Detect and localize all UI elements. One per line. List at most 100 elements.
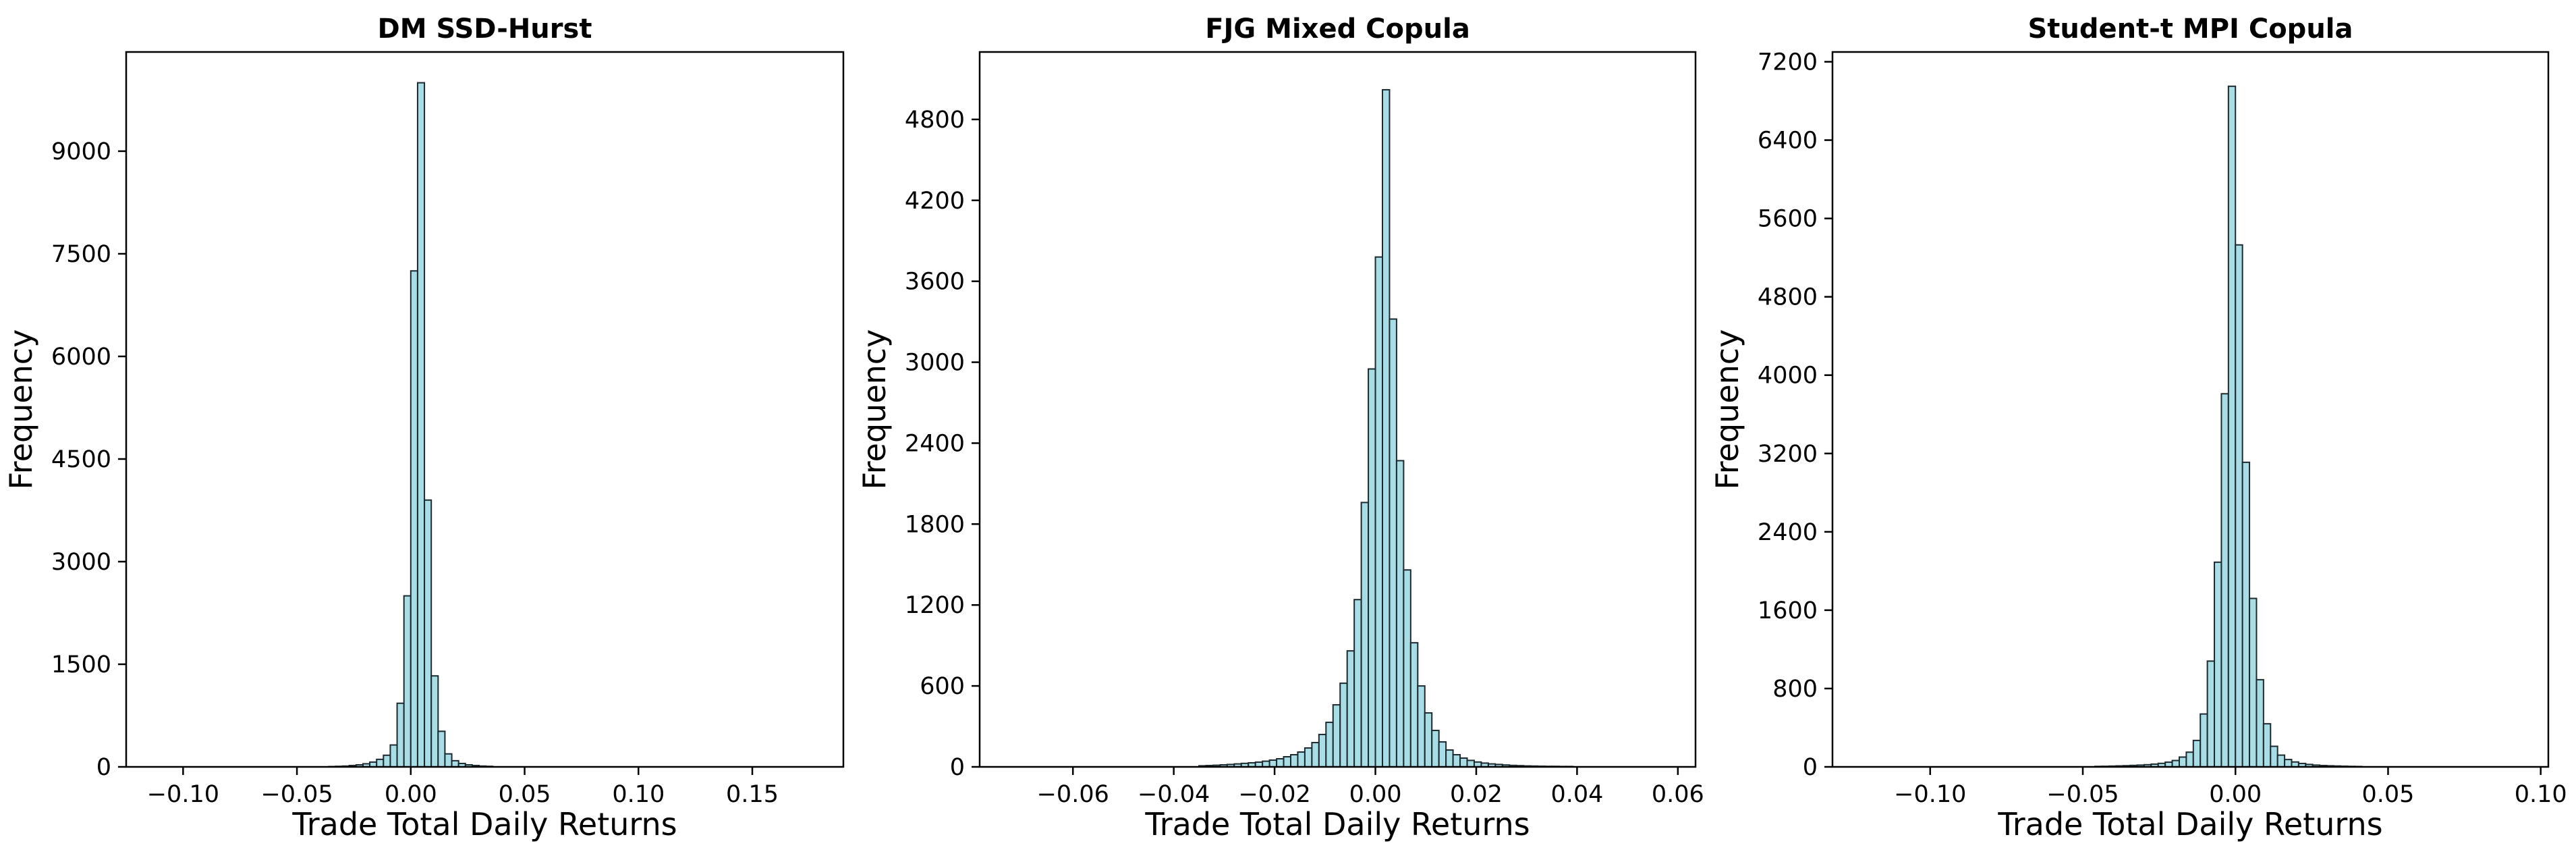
y-tick-label: 1200 [905, 592, 965, 619]
y-tick-label: 2400 [905, 430, 965, 457]
y-axis-label: Frequency [3, 329, 39, 490]
y-tick-label: 3000 [905, 350, 965, 377]
histogram-bar [1304, 747, 1313, 768]
y-tick-label: 600 [920, 673, 965, 700]
histogram-bar [1346, 650, 1355, 768]
histogram-bar [2256, 678, 2264, 768]
x-axis-label: Trade Total Daily Returns [291, 806, 677, 842]
histogram-bar [2178, 756, 2187, 768]
histogram-bar [1325, 722, 1334, 768]
histogram-bar [2284, 759, 2293, 768]
histogram-bar [1395, 460, 1405, 768]
histogram-bar [389, 744, 398, 768]
histogram-bar [2192, 739, 2202, 768]
histogram-bar [2235, 244, 2243, 768]
histogram-bar [1318, 734, 1327, 768]
histogram-bars [2094, 85, 2363, 768]
histogram-bar [1381, 88, 1391, 768]
x-tick-label: 0.10 [2515, 781, 2567, 808]
y-tick-label: 0 [950, 754, 965, 781]
histogram-bar [1353, 599, 1362, 768]
x-tick-label: 0.05 [2361, 781, 2414, 808]
histogram-bar [2241, 461, 2251, 768]
x-tick-label: 0.00 [385, 781, 437, 808]
chart-title: FJG Mixed Copula [1205, 14, 1470, 45]
x-tick-label: −0.02 [1238, 781, 1310, 808]
histogram-bar [376, 758, 385, 768]
histogram-bar [2220, 393, 2229, 768]
y-tick-label: 3000 [51, 549, 111, 576]
y-ticks: 0 800 1600 2400 3200 4000 4800 5600 6400 7200 [1758, 49, 1832, 781]
panel-student-t-mpi-copula: −0.10 −0.05 0.00 0.05 0.10 0 800 1600 2400 3200 4… [1709, 14, 2567, 842]
y-tick-label: 1500 [51, 651, 111, 678]
histogram-bar [1459, 757, 1468, 768]
y-ticks: 0 600 1200 1800 2400 3000 3600 4200 4800 [905, 107, 980, 781]
histogram-bar [2249, 597, 2258, 768]
y-tick-label: 0 [96, 754, 111, 781]
y-tick-label: 800 [1772, 676, 1818, 703]
y-tick-label: 1800 [905, 511, 965, 538]
x-tick-label: −0.10 [147, 781, 219, 808]
histogram-bar [383, 754, 391, 768]
histogram-bar [1297, 751, 1306, 768]
histogram-bar [2200, 713, 2208, 768]
y-tick-label: 1600 [1758, 597, 1818, 624]
histogram-bar [444, 753, 453, 768]
histogram-bar [1339, 682, 1348, 768]
histogram-bar [424, 499, 432, 768]
y-tick-label: 4500 [51, 446, 111, 473]
y-ticks: 0 1500 3000 4500 6000 7500 9000 [51, 138, 126, 781]
histogram-bar [1374, 256, 1383, 768]
histogram-bar [2185, 751, 2194, 768]
histogram-bar [1417, 685, 1426, 768]
histogram-bar [1276, 758, 1285, 768]
y-tick-label: 4800 [1758, 284, 1818, 311]
x-tick-label: 0.02 [1450, 781, 1503, 808]
y-tick-label: 9000 [51, 138, 111, 165]
axes-frame [1831, 51, 2550, 768]
y-tick-label: 5600 [1758, 206, 1818, 233]
x-tick-label: 0.00 [2209, 781, 2262, 808]
x-axis-label: Trade Total Daily Returns [1997, 806, 2382, 842]
x-tick-label: 0.10 [612, 781, 665, 808]
histogram-bar [403, 595, 412, 768]
y-tick-label: 0 [1803, 754, 1818, 781]
histogram-bar [1452, 754, 1461, 768]
histogram-bar [396, 702, 405, 768]
y-tick-label: 6000 [51, 344, 111, 371]
panel-dm-ssd-hurst: −0.10 −0.05 0.00 0.05 0.10 0.15 0 1500 3000 4500… [3, 14, 845, 842]
y-tick-label: 4000 [1758, 363, 1818, 390]
x-tick-label: 0.06 [1652, 781, 1704, 808]
histogram-bar [1445, 749, 1454, 768]
histogram-bar [2214, 561, 2222, 768]
y-axis-label: Frequency [1709, 329, 1745, 490]
y-tick-label: 7200 [1758, 49, 1818, 76]
histogram-bar [410, 270, 418, 768]
y-axis-label: Frequency [856, 329, 893, 490]
x-tick-label: −0.10 [1894, 781, 1966, 808]
histogram-bars [328, 82, 494, 768]
y-tick-label: 7500 [51, 241, 111, 268]
x-axis-label: Trade Total Daily Returns [1144, 806, 1530, 842]
x-tick-label: −0.05 [260, 781, 333, 808]
chart-title: Student-t MPI Copula [2028, 14, 2353, 45]
histogram-bar [416, 82, 426, 768]
histogram-bar [437, 730, 446, 768]
histogram-bar [2262, 723, 2272, 768]
histogram-bar [1283, 756, 1292, 768]
histogram-bar [1268, 759, 1278, 768]
histogram-bar [1360, 502, 1370, 768]
panel-fjg-mixed-copula: −0.06 −0.04 −0.02 0.00 0.02 0.04 0.06 0 600 1200… [856, 14, 1704, 842]
histogram-bar [1290, 754, 1299, 768]
histogram-bar [2206, 660, 2216, 768]
histogram-bar [1409, 642, 1419, 768]
x-tick-label: 0.00 [1349, 781, 1402, 808]
histogram-bar [430, 675, 439, 768]
histogram-bar [1311, 742, 1320, 768]
y-tick-label: 6400 [1758, 128, 1818, 155]
y-tick-label: 3200 [1758, 441, 1818, 468]
axes-frame [125, 51, 845, 768]
histogram-bar [1262, 760, 1270, 768]
